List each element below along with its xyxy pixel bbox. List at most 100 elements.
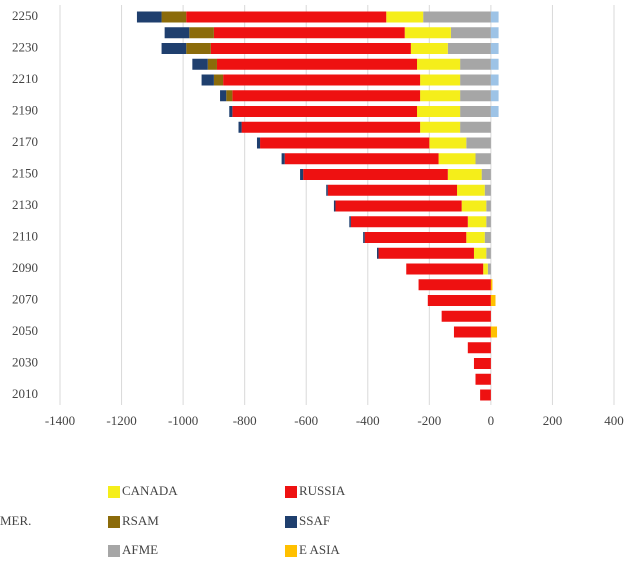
bar-segment [453, 326, 491, 338]
bar-segment [457, 184, 485, 196]
bar-segment [486, 200, 491, 212]
bar-segment [490, 74, 499, 86]
bar-segment [410, 43, 448, 54]
bar-segment [164, 27, 190, 39]
bar-segment [429, 137, 467, 149]
y-tick-label: 2050 [12, 323, 38, 338]
x-tick-label: 200 [543, 413, 563, 428]
bar-segment [467, 342, 491, 354]
bar-segment [427, 295, 491, 306]
x-tick-label: 400 [604, 413, 624, 428]
y-tick-label: 2070 [12, 291, 38, 306]
legend-label: RUSSIA [299, 483, 346, 498]
bar-segment [213, 74, 224, 86]
y-tick-label: 2250 [12, 8, 38, 23]
y-tick-label: 2230 [12, 39, 38, 54]
bar-segment [192, 58, 208, 70]
bar-segment [420, 74, 461, 86]
bar-segment [201, 74, 214, 86]
bar-segment [486, 247, 491, 259]
y-tick-label: 2110 [12, 228, 38, 243]
bar-segment [460, 58, 491, 70]
bar-segment [480, 389, 491, 401]
bar-segment [417, 106, 461, 117]
y-tick-label: 2170 [12, 134, 38, 149]
bar-segment [447, 169, 482, 180]
y-tick-label: 2010 [12, 386, 38, 401]
bar-segment [377, 247, 379, 259]
bar-segment [490, 58, 499, 70]
bar-segment [450, 27, 491, 39]
bar-segment [490, 279, 493, 291]
bar-segment [256, 137, 261, 149]
bar-segment [417, 58, 461, 70]
bar-segment [473, 358, 491, 369]
y-tick-label: 2030 [12, 354, 38, 369]
bar-segment [461, 200, 487, 212]
bar-segment [438, 153, 476, 165]
y-tick-label: 2130 [12, 197, 38, 212]
legend-swatch [108, 486, 120, 498]
y-tick-label: 2090 [12, 260, 38, 275]
bar-segment [186, 11, 387, 23]
bar-segment [404, 27, 451, 39]
bar-segment [207, 58, 217, 70]
legend-label: MER. [0, 513, 31, 528]
x-tick-label: -800 [233, 413, 257, 428]
bar-segment [186, 43, 211, 54]
bar-segment [406, 263, 484, 275]
bar-segment [484, 232, 491, 243]
legend-swatch [285, 545, 297, 557]
bar-segment [260, 137, 430, 149]
bar-segment [300, 169, 304, 180]
bar-segment [327, 184, 458, 196]
legend-swatch [285, 516, 297, 528]
bar-segment [241, 121, 421, 133]
bar-segment [420, 90, 461, 102]
bar-segment [460, 121, 491, 133]
bar-segment [220, 90, 227, 102]
bar-segment [490, 90, 499, 102]
bar-segment [420, 121, 461, 133]
bar-segment [378, 247, 474, 259]
bar-segment [466, 137, 491, 149]
bar-segment [333, 200, 336, 212]
y-tick-label: 2190 [12, 102, 38, 117]
bar-segment [223, 74, 421, 86]
bar-segment [483, 263, 488, 275]
bar-segment [447, 43, 491, 54]
bar-segment [326, 184, 328, 196]
bar-segment [210, 43, 411, 54]
bar-segment [238, 121, 242, 133]
x-tick-label: -1200 [106, 413, 136, 428]
bar-segment [161, 43, 187, 54]
bar-segment [136, 11, 162, 23]
legend-label: CANADA [122, 483, 178, 498]
bar-segment [216, 58, 418, 70]
bar-segment [189, 27, 214, 39]
bar-segment [490, 295, 496, 306]
bar-segment [423, 11, 491, 23]
bar-segment [466, 232, 485, 243]
bar-segment [490, 43, 499, 54]
bar-segment [284, 153, 439, 165]
bar-segment [418, 279, 491, 291]
x-tick-label: 0 [488, 413, 495, 428]
bar-segment [490, 326, 498, 338]
legend-label: AFME [122, 542, 158, 557]
bar-segment [490, 27, 499, 39]
bar-segment [475, 153, 491, 165]
bar-segment [460, 106, 491, 117]
y-tick-label: 2150 [12, 165, 38, 180]
bar-segment [441, 310, 491, 322]
legend-swatch [108, 545, 120, 557]
bar-segment [335, 200, 462, 212]
bar-segment [232, 106, 418, 117]
bar-segment [350, 216, 468, 228]
bar-segment [490, 106, 499, 117]
bar-segment [229, 106, 233, 117]
legend-swatch [108, 516, 120, 528]
x-tick-label: -1400 [45, 413, 75, 428]
legend-swatch [285, 486, 297, 498]
